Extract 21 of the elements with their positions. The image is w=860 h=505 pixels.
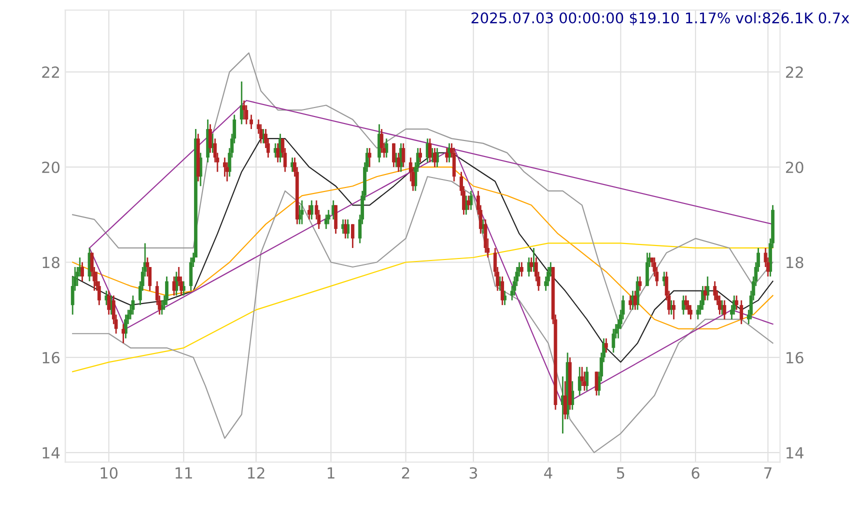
y-tick-label: 18 — [42, 256, 60, 268]
x-tick-label: 11 — [176, 467, 192, 479]
x-tick-label: 2 — [402, 467, 410, 479]
x-tick-label: 12 — [248, 467, 264, 479]
x-tick-label: 1 — [328, 467, 334, 479]
y2-tick-label: 14 — [786, 447, 804, 458]
x-tick-label: 7 — [764, 467, 772, 479]
y-tick-label: 20 — [42, 162, 60, 174]
x-tick-label: 6 — [692, 467, 700, 479]
y2-tick-label: 18 — [786, 256, 804, 268]
y2-tick-label: 22 — [786, 66, 803, 78]
chart-title: 2025.07.03 00:00:00 $19.10 1.17% vol:826.1K 0.7x — [472, 12, 850, 26]
y2-tick-label: 16 — [786, 352, 804, 364]
y-tick-label: 22 — [42, 66, 59, 78]
x-tick-label: 4 — [544, 467, 552, 479]
y-tick-label: 14 — [42, 447, 60, 458]
y2-tick-label: 20 — [786, 162, 804, 174]
x-tick-label: 3 — [470, 467, 478, 479]
y-tick-label: 16 — [42, 352, 60, 364]
x-tick-label: 10 — [100, 467, 118, 479]
x-tick-label: 5 — [616, 467, 624, 479]
